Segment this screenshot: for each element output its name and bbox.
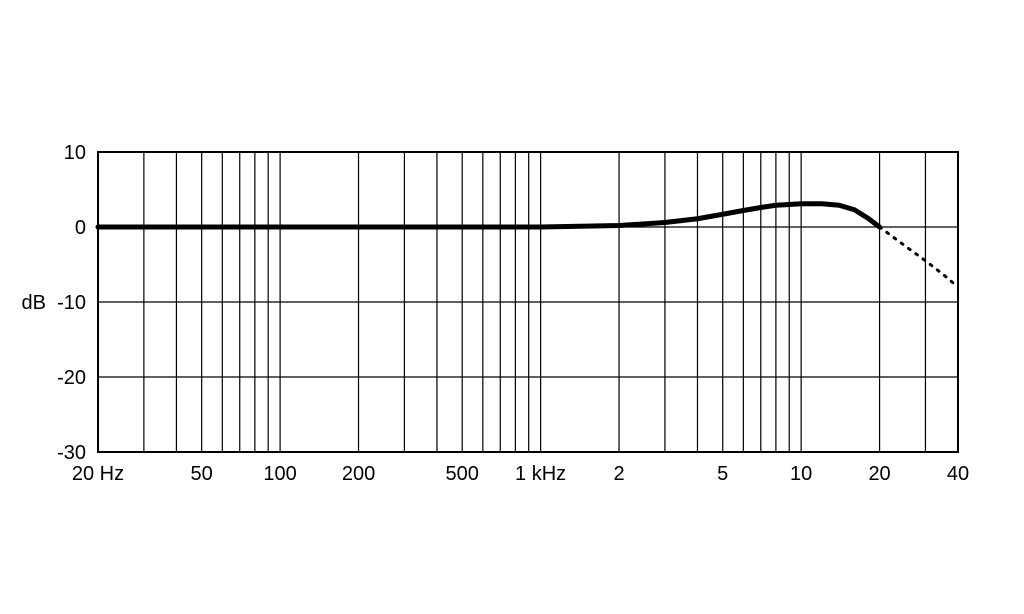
frequency-response-chart: 100-10-20-30dB20 Hz501002005001 kHz25102…	[0, 0, 1024, 614]
y-tick-label: -30	[57, 442, 86, 464]
x-tick-label: 500	[446, 463, 479, 485]
x-tick-label: 5	[717, 463, 728, 485]
x-tick-label: 1 kHz	[515, 463, 566, 485]
x-tick-label: 10	[790, 463, 812, 485]
y-axis-label: dB	[22, 292, 46, 314]
y-tick-label: -10	[57, 292, 86, 314]
x-tick-label: 100	[263, 463, 296, 485]
x-tick-label: 20 Hz	[72, 463, 124, 485]
x-tick-label: 40	[947, 463, 969, 485]
x-tick-label: 50	[191, 463, 213, 485]
x-tick-label: 2	[613, 463, 624, 485]
y-tick-label: 0	[75, 217, 86, 239]
x-tick-label: 200	[342, 463, 375, 485]
x-tick-label: 20	[868, 463, 890, 485]
y-tick-label: -20	[57, 367, 86, 389]
y-tick-label: 10	[64, 142, 86, 164]
